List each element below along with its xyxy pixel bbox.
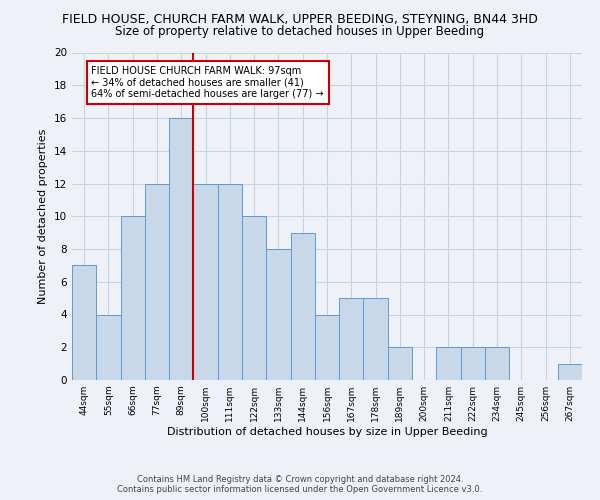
Bar <box>315 314 339 380</box>
Bar <box>364 298 388 380</box>
Bar <box>461 347 485 380</box>
Bar <box>96 314 121 380</box>
Bar <box>558 364 582 380</box>
Bar <box>72 266 96 380</box>
Text: Contains HM Land Registry data © Crown copyright and database right 2024.
Contai: Contains HM Land Registry data © Crown c… <box>118 474 482 494</box>
Bar <box>339 298 364 380</box>
Bar <box>169 118 193 380</box>
Bar <box>266 249 290 380</box>
Bar <box>145 184 169 380</box>
Y-axis label: Number of detached properties: Number of detached properties <box>38 128 49 304</box>
Bar <box>121 216 145 380</box>
Bar <box>193 184 218 380</box>
Bar <box>388 347 412 380</box>
X-axis label: Distribution of detached houses by size in Upper Beeding: Distribution of detached houses by size … <box>167 427 487 437</box>
Text: Size of property relative to detached houses in Upper Beeding: Size of property relative to detached ho… <box>115 25 485 38</box>
Bar <box>218 184 242 380</box>
Bar <box>242 216 266 380</box>
Bar <box>485 347 509 380</box>
Bar <box>436 347 461 380</box>
Text: FIELD HOUSE CHURCH FARM WALK: 97sqm
← 34% of detached houses are smaller (41)
64: FIELD HOUSE CHURCH FARM WALK: 97sqm ← 34… <box>91 66 324 99</box>
Text: FIELD HOUSE, CHURCH FARM WALK, UPPER BEEDING, STEYNING, BN44 3HD: FIELD HOUSE, CHURCH FARM WALK, UPPER BEE… <box>62 12 538 26</box>
Bar <box>290 232 315 380</box>
